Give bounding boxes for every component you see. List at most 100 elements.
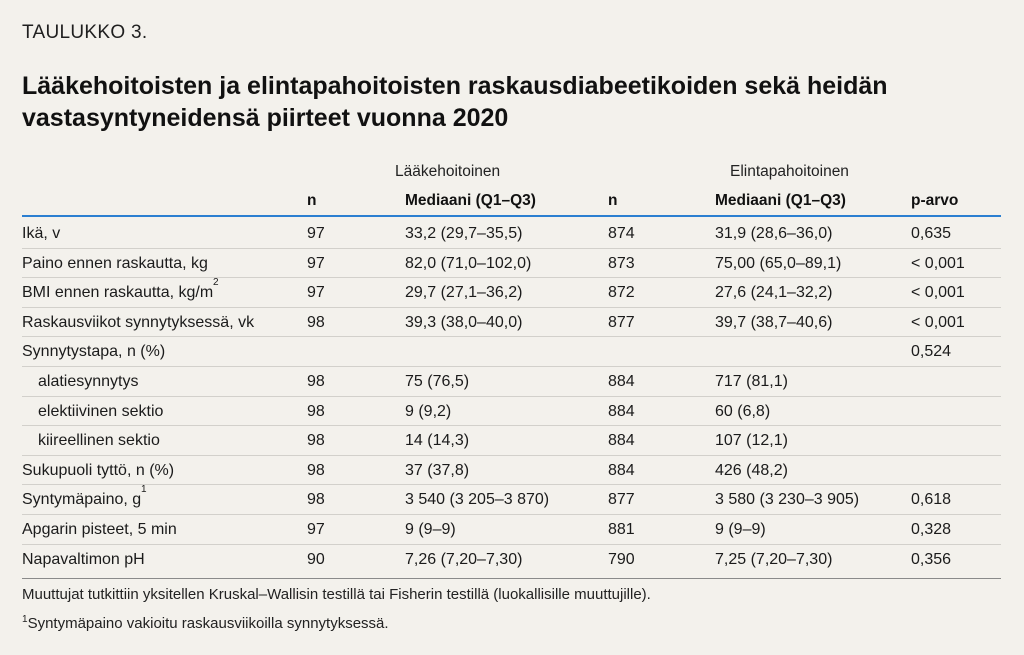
cell-median1: 9 (9,2) [405, 402, 452, 420]
table-row: BMI ennen raskautta, kg/m 2 97 29,7 (27,1–3… [22, 277, 965, 302]
cell-median2: 60 (6,8) [715, 402, 771, 420]
row-label: Synnytystapa, n (%) [22, 343, 166, 361]
cell-n1: 97 [307, 254, 325, 272]
table-title: Lääkehoitoisten ja elintapahoitoisten ra… [22, 72, 888, 132]
row-divider [22, 454, 1001, 456]
table-row: alatiesynnytys 98 75 (76,5) 884 717 (81,1) [0, 366, 1024, 396]
row-divider [22, 425, 1001, 427]
cell-p-value: 0,356 [911, 550, 952, 568]
row-divider [22, 484, 1001, 486]
group-header-1: Lääkehoitoinen [395, 163, 501, 180]
cell-median1: 33,2 (29,7–35,5) [405, 225, 523, 242]
row-label: Ikä, v [22, 225, 61, 242]
cell-n2: 884 [608, 402, 635, 420]
cell-p-value: 0,524 [911, 343, 952, 361]
column-header-n2: n [608, 192, 618, 209]
cell-median1: 3 540 (3 205–3 870) [405, 491, 550, 509]
row-label: elektiivinen sektio [38, 402, 164, 420]
cell-median2: 39,7 (38,7–40,6) [715, 313, 833, 331]
table-row: Ikä, v 97 33,2 (29,7–35,5) 874 31,9 (28,6–36… [0, 218, 1024, 248]
footer-rule [22, 578, 1001, 579]
row-label: kiireellinen sektio [38, 432, 160, 450]
cell-median2: 3 580 (3 230–3 905) [715, 491, 860, 509]
row-label: Napavaltimon pH [22, 550, 145, 568]
column-header-n1: n [307, 192, 317, 209]
row-divider [22, 306, 1001, 308]
cell-median2: 717 (81,1) [715, 373, 788, 390]
cell-n1: 98 [307, 432, 325, 450]
cell-n1: 97 [307, 521, 325, 538]
row-divider [22, 247, 1001, 249]
cell-n1: 97 [307, 284, 325, 302]
cell-n1: 98 [307, 373, 325, 390]
cell-median2: 107 (12,1) [715, 432, 788, 450]
table-row: Syntymäpaino, g 1 98 3 540 (3 205–3 870) 87… [22, 484, 952, 509]
row-label: Syntymäpaino, g [22, 491, 142, 509]
table-row: elektiivinen sektio 98 9 (9,2) 884 60 (6,8) [0, 396, 1024, 426]
table-row: kiireellinen sektio 98 14 (14,3) 884 107 (12… [0, 425, 1024, 455]
cell-n2: 872 [608, 284, 635, 302]
footnote-marker: 1 [22, 614, 28, 625]
header-rule [22, 215, 1001, 217]
cell-median2: 27,6 (24,1–32,2) [715, 284, 833, 302]
group-header-2: Elintapahoitoinen [730, 163, 849, 180]
table-row: Apgarin pisteet, 5 min 97 9 (9–9) 881 9 (9–9… [0, 514, 1024, 544]
table-row: Raskausviikot synnytyksessä, vk 98 39,3 (3… [0, 307, 1024, 337]
cell-median2: 426 (48,2) [715, 461, 788, 479]
cell-median1: 14 (14,3) [405, 432, 470, 450]
cell-median1: 9 (9–9) [405, 521, 456, 538]
cell-p-value: < 0,001 [911, 284, 965, 302]
cell-n1: 98 [307, 461, 325, 479]
row-divider [22, 277, 1001, 279]
footnote-1: 1Syntymäpaino vakioitu raskausviikoilla … [22, 614, 389, 633]
footnote-method: Muuttujat tutkittiin yksitellen Kruskal–… [22, 586, 651, 603]
cell-median1: 39,3 (38,0–40,0) [405, 313, 523, 331]
cell-n1: 98 [307, 313, 325, 331]
cell-median1: 29,7 (27,1–36,2) [405, 284, 523, 302]
cell-n2: 881 [608, 521, 635, 538]
table-row: Napavaltimon pH 90 7,26 (7,20–7,30) 790 7,25… [0, 544, 1024, 574]
cell-p-value: 0,635 [911, 225, 952, 242]
cell-n2: 790 [608, 550, 635, 568]
cell-p-value: 0,618 [911, 491, 952, 509]
cell-p-value: 0,328 [911, 521, 952, 538]
cell-median1: 7,26 (7,20–7,30) [405, 550, 523, 568]
row-divider [22, 514, 1001, 515]
row-divider [22, 543, 1001, 545]
cell-median1: 37 (37,8) [405, 461, 470, 479]
column-header-median1: Mediaani (Q1–Q3) [405, 192, 536, 209]
row-label: alatiesynnytys [38, 373, 139, 390]
table-row: Paino ennen raskautta, kg 97 82,0 (71,0–10… [0, 248, 1024, 278]
cell-n1: 98 [307, 491, 325, 509]
column-header-median2: Mediaani (Q1–Q3) [715, 192, 846, 209]
cell-n2: 877 [608, 491, 635, 509]
table-row: Synnytystapa, n (%) 0,524 [0, 336, 1024, 366]
cell-n2: 873 [608, 254, 635, 272]
cell-median2: 9 (9–9) [715, 521, 766, 538]
cell-n2: 884 [608, 373, 635, 390]
table-row: Sukupuoli tyttö, n (%) 98 37 (37,8) 884 426 … [0, 455, 1024, 485]
cell-median2: 7,25 (7,20–7,30) [715, 550, 833, 568]
table-label: TAULUKKO 3. [22, 22, 148, 43]
cell-n1: 97 [307, 225, 325, 242]
row-label: Sukupuoli tyttö, n (%) [22, 461, 175, 479]
row-divider [22, 395, 1001, 397]
cell-n1: 98 [307, 402, 325, 420]
cell-n2: 877 [608, 313, 635, 331]
cell-median1: 82,0 (71,0–102,0) [405, 254, 532, 272]
cell-p-value: < 0,001 [911, 254, 965, 272]
cell-median2: 31,9 (28,6–36,0) [715, 225, 833, 242]
column-header-p: p-arvo [911, 192, 959, 209]
cell-p-value: < 0,001 [911, 313, 965, 331]
footnote-1-text: Syntymäpaino vakioitu raskausviikoilla s… [27, 615, 389, 632]
row-label: Apgarin pisteet, 5 min [22, 521, 177, 538]
cell-median1: 75 (76,5) [405, 373, 470, 390]
row-label: BMI ennen raskautta, kg/m [22, 284, 214, 302]
cell-median2: 75,00 (65,0–89,1) [715, 254, 842, 272]
cell-n1: 90 [307, 550, 325, 568]
cell-n2: 884 [608, 461, 635, 479]
row-label: Paino ennen raskautta, kg [22, 254, 208, 272]
cell-n2: 884 [608, 432, 635, 450]
row-divider [22, 336, 1001, 338]
row-divider [22, 366, 1001, 367]
